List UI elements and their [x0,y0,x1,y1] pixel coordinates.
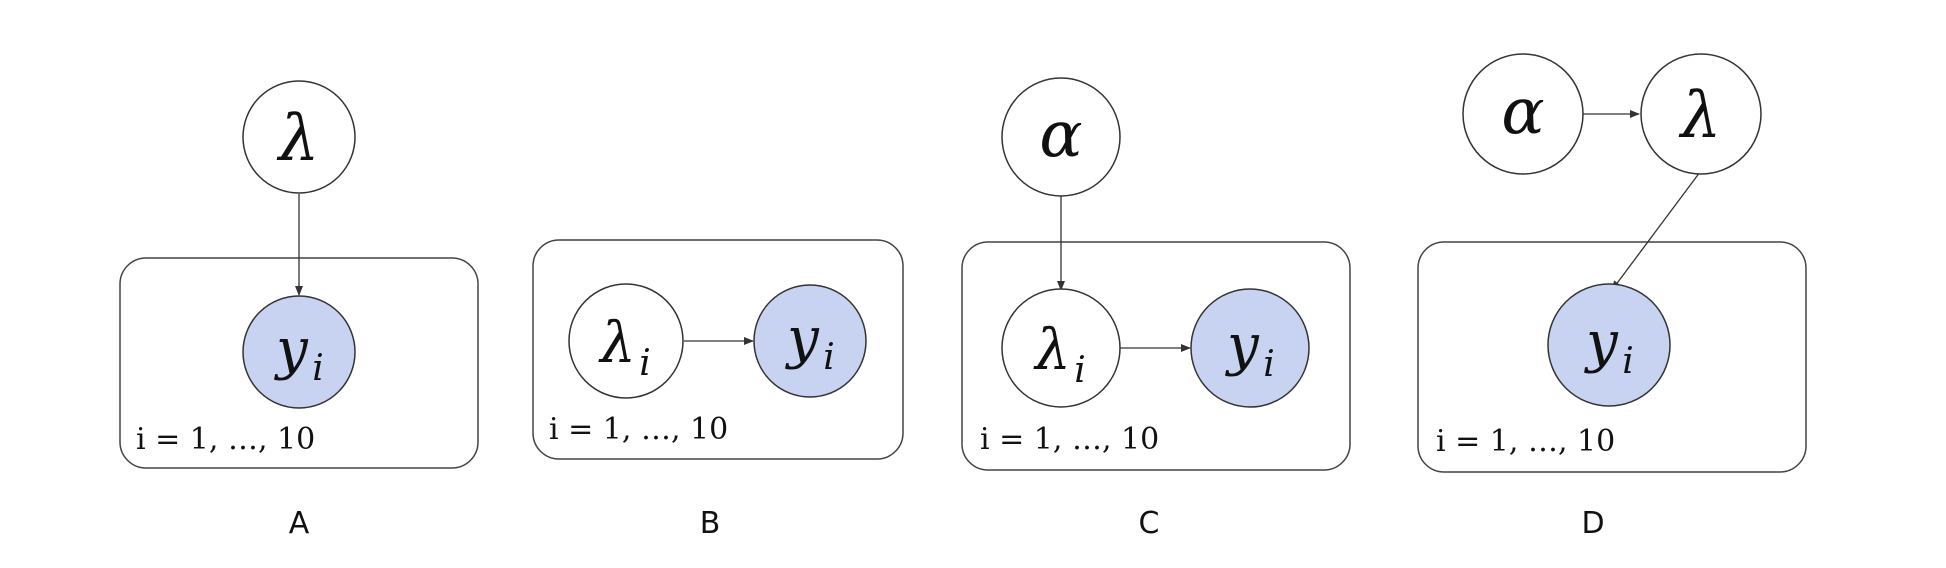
node-lambda-i: λ i [568,283,684,399]
node-symbol: y [784,306,820,371]
node-symbol: λ [276,102,320,176]
panel-d: α λ y i i = 1, …, 10 D [1417,53,1807,541]
plate-d [1417,241,1807,473]
node-y-observed: y i [242,295,356,409]
node-symbol: λ [1033,318,1071,383]
node-lambda: λ [242,80,356,194]
node-alpha: α [1462,53,1584,175]
node-subscript: i [1622,341,1634,382]
plate-label: i = 1, …, 10 [136,422,315,457]
edge-lambda-to-y [1611,171,1701,291]
node-y-observed: y i [753,284,867,398]
node-symbol: y [1583,310,1619,375]
panel-c: α λ i y i i = 1, …, 10 C [961,77,1351,541]
node-subscript: i [823,337,835,378]
node-subscript: i [312,348,324,389]
node-symbol: α [1501,75,1544,149]
node-symbol: λ [598,311,636,376]
panel-label: B [700,506,721,541]
node-symbol: λ [1678,79,1722,153]
node-y-observed: y i [1547,283,1671,407]
node-subscript: i [1263,344,1275,385]
node-symbol: y [273,317,309,382]
plate-label: i = 1, …, 10 [1436,424,1615,459]
plate-b [532,239,904,460]
node-y-observed: y i [1190,288,1310,408]
node-lambda: λ [1640,53,1762,175]
panel-label: D [1581,506,1604,541]
panel-b: λ i y i i = 1, …, 10 B [532,239,904,541]
node-subscript: i [1074,350,1086,391]
panel-a: λ y i i = 1, …, 10 A [119,80,479,541]
node-symbol: α [1039,98,1082,172]
node-lambda-i: λ i [1001,288,1121,408]
plate-c [961,241,1351,471]
plate-label: i = 1, …, 10 [980,422,1159,457]
panel-label: C [1139,506,1160,541]
node-symbol: y [1224,313,1260,378]
node-subscript: i [639,343,651,384]
panel-label: A [289,506,310,541]
plate-label: i = 1, …, 10 [549,412,728,447]
node-alpha: α [1001,77,1121,197]
